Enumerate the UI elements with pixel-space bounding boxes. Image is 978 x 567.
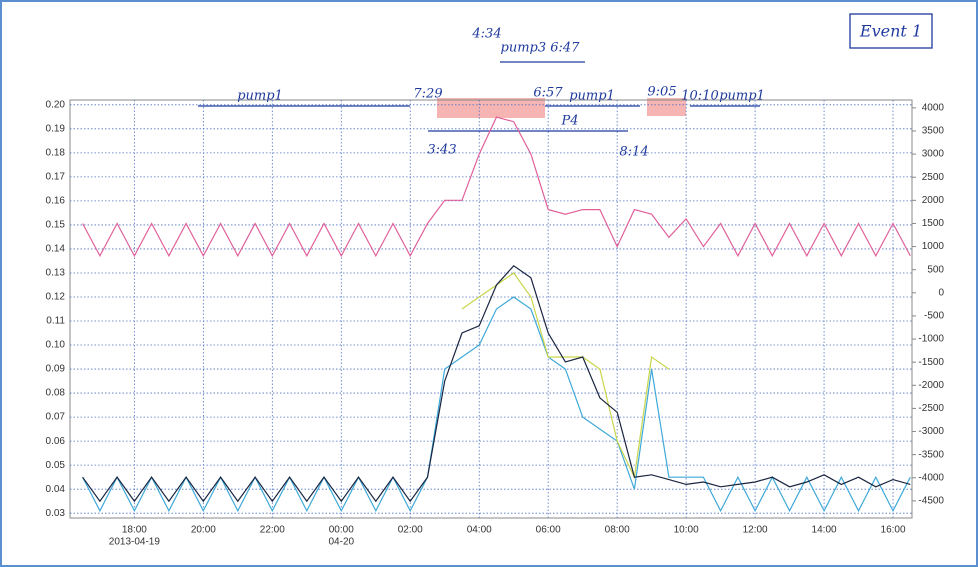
y2-tick-label: -1000: [918, 334, 944, 345]
x-tick-label: 06:00: [536, 525, 561, 536]
y2-tick-label: 0: [938, 287, 944, 298]
y-tick-label: 0.09: [46, 364, 66, 375]
y-tick-label: 0.14: [46, 244, 66, 255]
event-box: [849, 13, 933, 49]
y-tick-label: 0.11: [46, 316, 65, 327]
annotation: 6:57: [533, 86, 563, 101]
y2-tick-label: -3000: [918, 426, 944, 437]
y2-tick-label: 1500: [922, 218, 945, 229]
y-tick-label: 0.06: [46, 436, 66, 447]
x-tick-label: 08:00: [605, 525, 630, 536]
highlight: [647, 98, 686, 116]
y2-tick-label: -1500: [918, 357, 944, 368]
x-tick-label: 02:00: [398, 525, 423, 536]
y2-tick-label: 3000: [922, 149, 945, 160]
x-tick-label: 16:00: [881, 525, 906, 536]
annotation: Event 1: [859, 22, 922, 41]
y2-tick-label: 3500: [922, 126, 945, 137]
series-line: [82, 116, 911, 258]
y-tick-label: 0.15: [46, 220, 66, 231]
y2-tick-label: -3500: [918, 449, 944, 460]
y-tick-label: 0.12: [46, 292, 66, 303]
annotation: pump1: [569, 89, 615, 104]
y2-tick-label: 2000: [922, 195, 945, 206]
annotation: pump3 6:47: [501, 41, 581, 56]
y2-tick-label: -500: [924, 311, 944, 322]
x-tick-label: 18:00: [122, 525, 147, 536]
y-tick-label: 0.17: [46, 172, 66, 183]
y-tick-label: 0.19: [46, 123, 66, 134]
x-date-label: 04-20: [328, 537, 354, 548]
annotation: 9:05: [647, 85, 676, 100]
y-tick-label: 0.18: [46, 147, 66, 158]
y2-tick-label: 1000: [922, 241, 945, 252]
x-tick-label: 14:00: [812, 525, 837, 536]
arrows: [198, 61, 760, 132]
y-tick-label: 0.10: [46, 340, 66, 351]
x-date-label: 2013-04-19: [109, 537, 161, 548]
annotation: 7:29: [413, 87, 442, 102]
series-line: [82, 265, 911, 503]
x-tick-label: 10:00: [674, 525, 699, 536]
annotation: 10:10: [681, 89, 718, 104]
annotation: P4: [560, 114, 578, 129]
y2-tick-label: -4500: [918, 496, 944, 507]
y-tick-label: 0.08: [46, 388, 66, 399]
annotation: pump1: [237, 89, 283, 104]
x-tick-label: 20:00: [191, 525, 216, 536]
y-tick-label: 0.20: [46, 99, 66, 110]
annotation: pump1: [719, 89, 765, 104]
y2-tick-label: 4000: [922, 103, 945, 114]
y2-tick-label: -4000: [918, 472, 944, 483]
y-tick-label: 0.05: [46, 460, 66, 471]
y2-tick-label: 500: [927, 264, 944, 275]
plot-area: [69, 99, 913, 519]
y-tick-label: 0.13: [46, 268, 66, 279]
y2-tick-label: -2500: [918, 403, 944, 414]
y-tick-label: 0.07: [46, 412, 66, 423]
highlight: [437, 98, 545, 118]
y-tick-label: 0.16: [46, 196, 66, 207]
x-tick-label: 04:00: [467, 525, 492, 536]
x-tick-label: 00:00: [329, 525, 354, 536]
y2-tick-label: 2500: [922, 172, 945, 183]
y-tick-label: 0.04: [46, 484, 66, 495]
x-tick-label: 22:00: [260, 525, 285, 536]
y2-tick-label: -2000: [918, 380, 944, 391]
annotation: 4:34: [471, 27, 501, 42]
annotation: 3:43: [427, 143, 456, 158]
x-tick-label: 12:00: [743, 525, 768, 536]
annotation: 8:14: [619, 145, 648, 160]
y-tick-label: 0.03: [46, 508, 66, 519]
